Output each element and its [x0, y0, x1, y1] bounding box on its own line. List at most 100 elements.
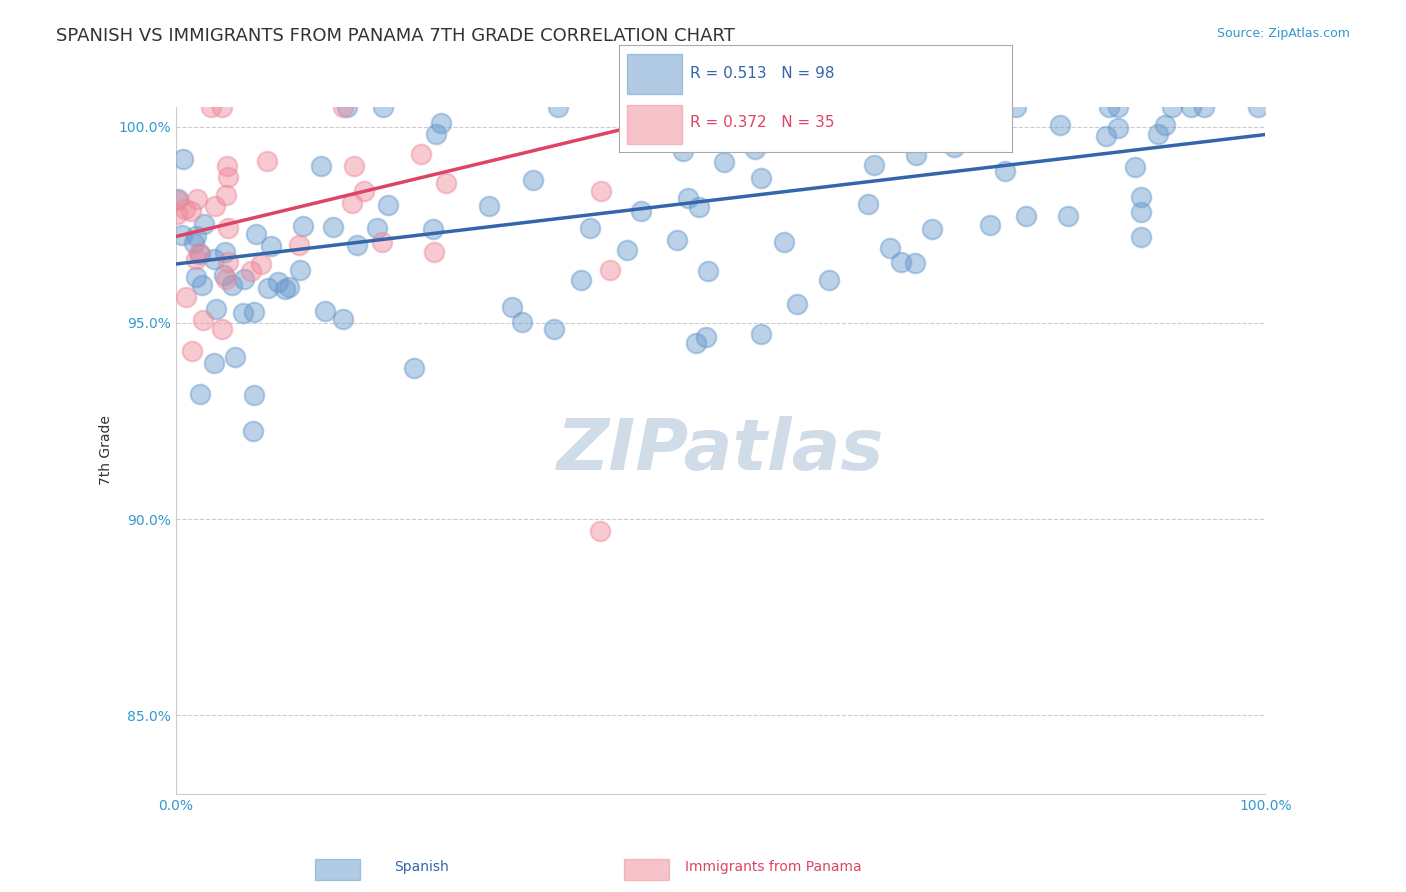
Point: [211, 100, 233, 114]
Text: R = 0.513   N = 98: R = 0.513 N = 98: [689, 66, 834, 81]
Point: [697, 264, 720, 278]
Point: [204, 301, 226, 316]
Point: [589, 524, 612, 538]
Point: [353, 184, 375, 198]
Text: ZIPatlas: ZIPatlas: [557, 416, 884, 485]
Point: [193, 218, 215, 232]
Point: [215, 272, 238, 286]
Point: [200, 100, 222, 114]
Point: [336, 100, 359, 114]
Point: [188, 246, 211, 260]
Point: [434, 177, 457, 191]
Point: [202, 356, 225, 370]
Point: [183, 236, 205, 251]
Point: [377, 198, 399, 212]
Point: [1123, 161, 1146, 175]
Point: [744, 142, 766, 156]
Point: [224, 350, 246, 364]
Point: [672, 144, 695, 158]
Point: [879, 241, 901, 255]
Point: [188, 247, 211, 261]
Point: [666, 233, 689, 247]
Point: [202, 252, 225, 267]
Point: [245, 227, 267, 241]
Point: [166, 193, 188, 207]
Point: [1146, 128, 1168, 142]
Point: [309, 159, 332, 173]
Point: [221, 278, 243, 293]
Point: [180, 343, 202, 358]
Point: [217, 169, 239, 184]
Point: [522, 173, 544, 187]
Point: [232, 306, 254, 320]
Point: [942, 140, 965, 154]
Point: [858, 197, 880, 211]
Point: [772, 235, 794, 250]
Point: [214, 188, 236, 202]
Point: [267, 275, 290, 289]
Point: [569, 273, 592, 287]
Point: [204, 198, 226, 212]
Point: [749, 326, 772, 341]
Point: [1129, 190, 1152, 204]
Point: [180, 203, 202, 218]
Point: [599, 263, 621, 277]
Point: [775, 127, 797, 141]
Point: [260, 239, 283, 253]
Point: [212, 268, 235, 282]
Point: [332, 100, 354, 114]
Point: [233, 272, 256, 286]
Point: [217, 221, 239, 235]
Point: [1247, 100, 1270, 114]
Point: [1129, 205, 1152, 219]
Point: [979, 218, 1001, 232]
Point: [186, 193, 208, 207]
Point: [167, 192, 190, 206]
FancyBboxPatch shape: [627, 54, 682, 94]
Point: [890, 255, 912, 269]
Point: [1153, 119, 1175, 133]
Point: [478, 198, 501, 212]
Point: [186, 270, 208, 285]
Point: [616, 244, 638, 258]
Point: [256, 153, 278, 168]
Point: [366, 220, 388, 235]
Point: [174, 202, 197, 216]
Point: [242, 425, 264, 439]
Text: Immigrants from Panama: Immigrants from Panama: [685, 860, 862, 874]
Point: [1180, 100, 1202, 114]
Point: [425, 127, 447, 141]
Text: Source: ZipAtlas.com: Source: ZipAtlas.com: [1216, 27, 1350, 40]
Point: [186, 229, 208, 244]
Point: [547, 100, 569, 114]
Point: [1098, 100, 1121, 114]
Point: [278, 280, 301, 294]
Point: [249, 257, 271, 271]
Point: [685, 335, 707, 350]
Point: [921, 222, 943, 236]
Point: [184, 252, 207, 266]
Point: [322, 220, 344, 235]
Point: [273, 281, 295, 295]
Point: [501, 300, 523, 314]
Point: [243, 305, 266, 319]
Point: [411, 147, 433, 161]
Bar: [315, 859, 360, 880]
Point: [340, 195, 363, 210]
Point: [1107, 120, 1129, 135]
Point: [288, 263, 311, 277]
Point: [994, 164, 1017, 178]
Point: [291, 219, 314, 233]
Point: [188, 386, 211, 401]
Point: [346, 238, 368, 252]
Point: [217, 254, 239, 268]
Point: [862, 158, 884, 172]
Point: [887, 115, 910, 129]
Point: [1094, 128, 1116, 143]
Point: [172, 152, 194, 166]
Point: [191, 312, 214, 326]
Point: [1057, 209, 1080, 223]
Point: [215, 160, 238, 174]
Point: [1005, 100, 1028, 114]
Y-axis label: 7th Grade: 7th Grade: [98, 416, 112, 485]
